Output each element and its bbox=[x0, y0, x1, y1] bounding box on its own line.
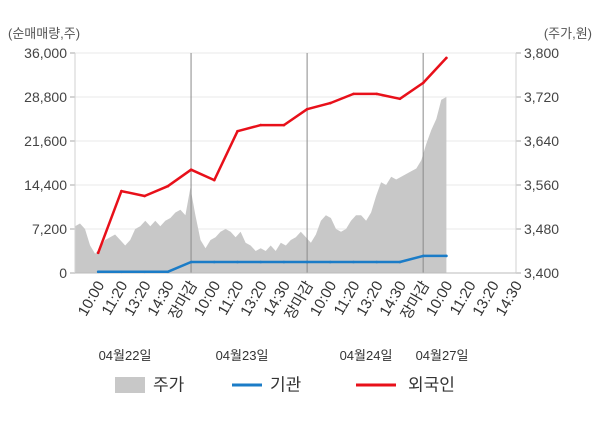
institution-net-line-point bbox=[352, 260, 355, 264]
institution-net-line-point bbox=[329, 260, 332, 264]
institution-net-line-point bbox=[259, 260, 263, 264]
institution-net-line-point bbox=[189, 260, 193, 264]
price-area bbox=[75, 97, 447, 273]
legend: 주가 기관 외국인 bbox=[115, 376, 455, 395]
institution-net-line-point bbox=[398, 260, 402, 264]
legend-item: 외국인 bbox=[356, 376, 455, 395]
institution-net-line-point bbox=[120, 270, 123, 274]
institution-net-line-point bbox=[166, 270, 170, 274]
foreign-net-line-point bbox=[120, 189, 123, 193]
date-label: 04월22일 bbox=[99, 348, 152, 363]
date-label: 04월24일 bbox=[340, 348, 393, 363]
foreign-net-line-point bbox=[236, 129, 239, 133]
y-left-tick-label: 7,200 bbox=[32, 221, 67, 237]
institution-net-line-point bbox=[375, 260, 379, 264]
axes: 0 7,200 14,400 21,600 28,800 36,000 3,400 3,480… bbox=[24, 45, 559, 281]
y-left-tick-label: 14,400 bbox=[24, 177, 67, 193]
y-left-tick-label: 28,800 bbox=[24, 89, 67, 105]
x-axis-labels: 10:0011:2013:2014:30장마감10:0011:2013:2014… bbox=[75, 278, 526, 363]
y-right-tick-label: 3,480 bbox=[524, 221, 559, 237]
foreign-net-line-point bbox=[259, 123, 263, 127]
legend-item: 주가 bbox=[115, 376, 185, 395]
institution-net-line-point bbox=[143, 270, 146, 274]
day-dividers bbox=[190, 53, 424, 273]
institution-net-line-point bbox=[96, 270, 100, 274]
foreign-net-line-point bbox=[96, 251, 100, 255]
foreign-net-line-point bbox=[189, 168, 193, 171]
legend-label: 주가 bbox=[153, 376, 185, 395]
legend-swatch bbox=[115, 377, 145, 393]
y-right-tick-label: 3,800 bbox=[524, 45, 559, 61]
institution-net-line-point bbox=[305, 260, 309, 264]
date-label: 04월27일 bbox=[416, 348, 469, 363]
series-lines bbox=[96, 56, 448, 274]
foreign-net-line-point bbox=[352, 92, 355, 96]
institution-net-line-point bbox=[213, 260, 216, 264]
y-left-axis-title: (순매매량,주) bbox=[8, 26, 80, 41]
institution-net-line-point bbox=[421, 254, 425, 258]
foreign-net-line-point bbox=[421, 81, 425, 85]
date-label: 04월23일 bbox=[216, 348, 269, 363]
legend-label: 기관 bbox=[270, 376, 301, 395]
institution-net-line-point bbox=[282, 260, 286, 264]
institution-net-line-point bbox=[445, 254, 448, 258]
price-area-layer bbox=[75, 97, 447, 273]
foreign-net-line-point bbox=[375, 92, 379, 96]
foreign-net-line-point bbox=[445, 56, 448, 60]
y-right-tick-label: 3,560 bbox=[524, 177, 559, 193]
y-left-tick-label: 0 bbox=[59, 265, 67, 281]
legend-item: 기관 bbox=[232, 376, 301, 395]
foreign-net-line-point bbox=[213, 178, 216, 182]
y-right-tick-label: 3,400 bbox=[524, 265, 559, 281]
institution-net-line-point bbox=[236, 260, 239, 264]
y-right-tick-label: 3,640 bbox=[524, 133, 559, 149]
y-right-tick-label: 3,720 bbox=[524, 89, 559, 105]
foreign-net-line-point bbox=[305, 107, 309, 111]
institution-net-line bbox=[96, 254, 448, 274]
foreign-net-line-point bbox=[329, 101, 332, 105]
foreign-net-line-point bbox=[166, 184, 170, 188]
y-left-tick-label: 36,000 bbox=[24, 45, 67, 61]
foreign-net-line-point bbox=[143, 194, 146, 198]
legend-label: 외국인 bbox=[408, 376, 455, 395]
foreign-net-line-point bbox=[398, 97, 402, 101]
foreign-net-line bbox=[96, 56, 448, 255]
foreign-net-line-point bbox=[282, 123, 286, 127]
y-left-tick-label: 21,600 bbox=[24, 133, 67, 149]
y-right-axis-title: (주가,원) bbox=[544, 26, 592, 41]
